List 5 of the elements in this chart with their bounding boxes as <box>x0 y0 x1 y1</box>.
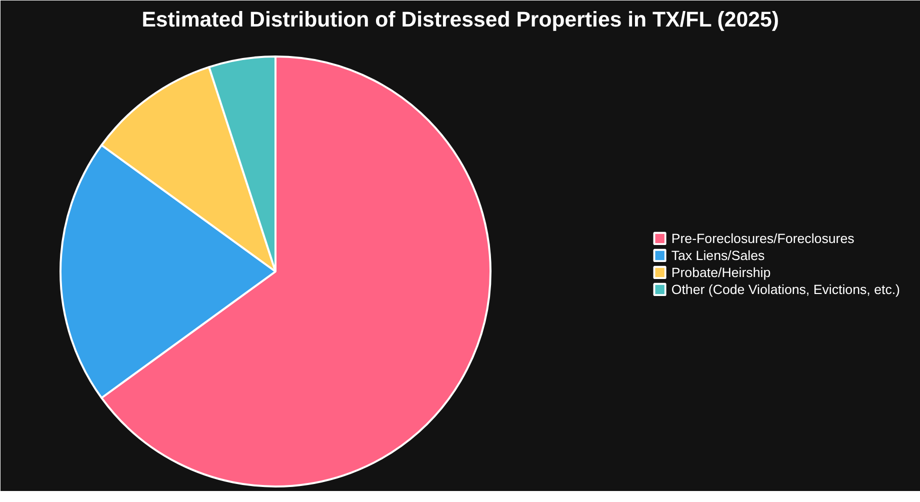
legend-label: Other (Code Violations, Evictions, etc.) <box>671 282 900 296</box>
legend-label: Tax Liens/Sales <box>671 248 765 262</box>
chart-title: Estimated Distribution of Distressed Properties in TX/FL (2025) <box>142 8 779 32</box>
legend-label: Probate/Heirship <box>671 264 771 280</box>
legend-label: Pre-Foreclosures/Foreclosures <box>671 230 854 246</box>
